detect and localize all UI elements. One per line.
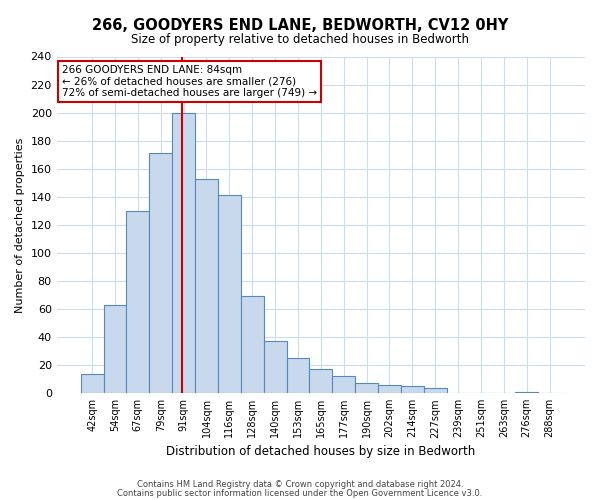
Bar xyxy=(104,305,127,393)
Y-axis label: Number of detached properties: Number of detached properties xyxy=(15,137,25,312)
Bar xyxy=(310,370,332,393)
Bar xyxy=(355,384,378,393)
Bar xyxy=(401,386,424,393)
Bar xyxy=(424,388,446,393)
Bar xyxy=(172,112,195,393)
X-axis label: Distribution of detached houses by size in Bedworth: Distribution of detached houses by size … xyxy=(166,444,475,458)
Bar xyxy=(332,376,355,393)
Bar xyxy=(263,342,287,393)
Bar xyxy=(195,178,218,393)
Bar xyxy=(515,392,538,393)
Bar xyxy=(241,296,263,393)
Text: Contains HM Land Registry data © Crown copyright and database right 2024.: Contains HM Land Registry data © Crown c… xyxy=(137,480,463,489)
Bar xyxy=(80,374,104,393)
Text: Contains public sector information licensed under the Open Government Licence v3: Contains public sector information licen… xyxy=(118,488,482,498)
Text: Size of property relative to detached houses in Bedworth: Size of property relative to detached ho… xyxy=(131,32,469,46)
Bar xyxy=(218,196,241,393)
Bar xyxy=(378,385,401,393)
Bar xyxy=(149,154,172,393)
Text: 266 GOODYERS END LANE: 84sqm
← 26% of detached houses are smaller (276)
72% of s: 266 GOODYERS END LANE: 84sqm ← 26% of de… xyxy=(62,65,317,98)
Text: 266, GOODYERS END LANE, BEDWORTH, CV12 0HY: 266, GOODYERS END LANE, BEDWORTH, CV12 0… xyxy=(92,18,508,32)
Bar xyxy=(127,211,149,393)
Bar xyxy=(287,358,310,393)
